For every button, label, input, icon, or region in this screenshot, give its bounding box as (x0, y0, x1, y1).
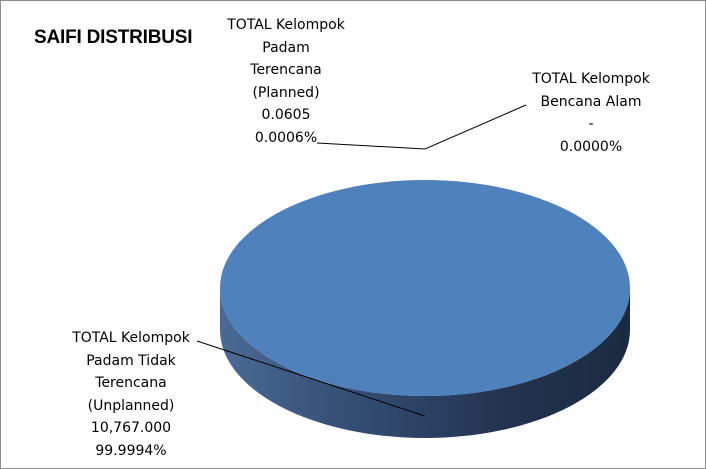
data-label-bencana-percent: 0.0000% (559, 138, 623, 155)
data-label-planned: TOTAL Kelompok Padam Terencana (Planned)… (211, 14, 361, 149)
data-label-bencana-line-2: Bencana Alam (540, 93, 642, 110)
data-label-planned-line-1: TOTAL Kelompok (227, 17, 345, 33)
chart-title: SAIFI DISTRIBUSI (34, 27, 193, 48)
data-label-planned-line-4: (Planned) (252, 84, 320, 101)
data-label-planned-line-2: Padam (262, 39, 310, 56)
data-label-planned-percent: 0.0006% (254, 129, 318, 146)
data-label-bencana-line-1: TOTAL Kelompok (532, 71, 650, 87)
data-label-unplanned-value: 10,767.000 (90, 420, 172, 436)
leader-line-unplanned (196, 340, 426, 417)
data-label-unplanned-percent: 99.9994% (95, 442, 167, 459)
data-label-unplanned: TOTAL Kelompok Padam Tidak Terencana (Un… (56, 327, 206, 462)
data-label-unplanned-line-4: (Unplanned) (87, 397, 175, 414)
data-label-unplanned-line-1: TOTAL Kelompok (72, 330, 190, 346)
data-label-bencana-value: - (588, 116, 594, 132)
pie-slice-unplanned (220, 180, 630, 396)
data-label-unplanned-line-3: Terencana (95, 375, 167, 391)
leader-line-planned (316, 104, 527, 150)
pie-side-wall (220, 288, 630, 438)
data-label-unplanned-line-2: Padam Tidak (86, 352, 176, 369)
data-label-planned-line-3: Terencana (250, 62, 322, 78)
data-label-bencana: TOTAL Kelompok Bencana Alam - 0.0000% (516, 68, 666, 158)
data-label-planned-value: 0.0605 (261, 107, 311, 123)
